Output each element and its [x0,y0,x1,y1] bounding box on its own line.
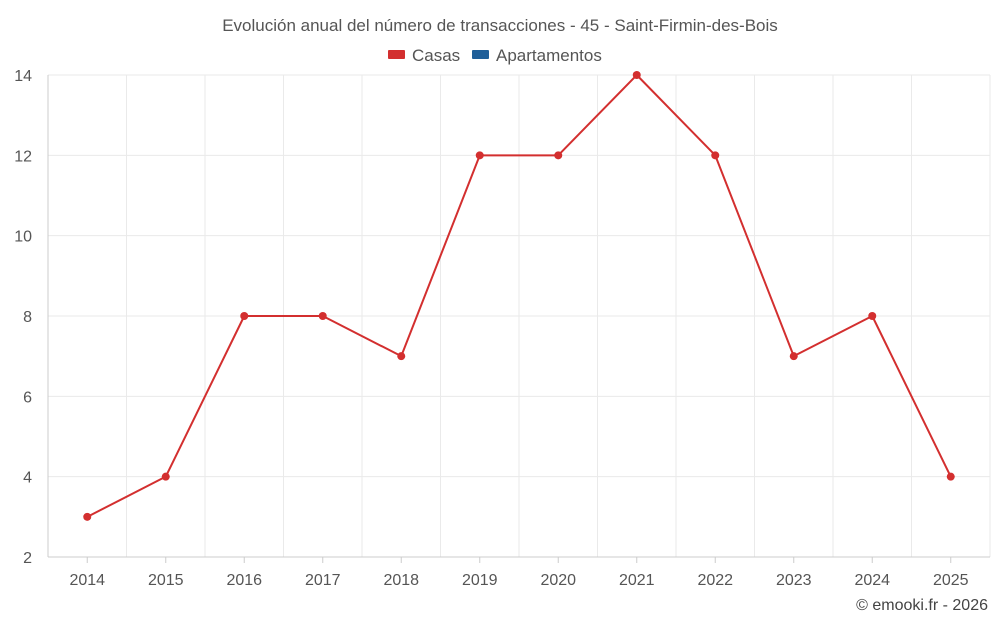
x-tick-label: 2018 [383,572,419,589]
x-tick-label: 2021 [619,572,655,589]
x-tick-label: 2024 [854,572,890,589]
y-tick-label: 12 [14,148,32,165]
data-point-casas[interactable] [83,512,92,521]
series-casas [83,71,955,521]
data-point-casas[interactable] [161,472,170,481]
data-point-casas[interactable] [475,151,484,160]
data-point-casas[interactable] [789,352,798,361]
x-tick-label: 2014 [69,572,105,589]
x-tick-label: 2019 [462,572,498,589]
y-tick-label: 4 [23,470,32,487]
data-point-casas[interactable] [946,472,955,481]
legend-label-casas: Casas [412,46,460,65]
y-tick-label: 8 [23,309,32,326]
data-point-casas[interactable] [711,151,720,160]
legend-swatch-apartamentos [472,50,489,59]
x-tick-label: 2025 [933,572,969,589]
legend-item-casas[interactable]: Casas [388,46,460,65]
x-tick-label: 2016 [226,572,262,589]
data-point-casas[interactable] [554,151,563,160]
y-tick-label: 10 [14,229,32,246]
y-tick-label: 6 [23,389,32,406]
legend-swatch-casas [388,50,405,59]
credit-label: © emooki.fr - 2026 [856,597,988,614]
data-point-casas[interactable] [240,312,249,320]
x-tick-label: 2023 [776,572,812,589]
x-tick-label: 2022 [697,572,733,589]
x-tick-label: 2017 [305,572,341,589]
y-tick-label: 2 [23,550,32,567]
x-tick-label: 2020 [540,572,576,589]
data-point-casas[interactable] [318,312,327,320]
data-point-casas[interactable] [632,71,641,79]
grid [48,74,991,557]
legend-label-apartamentos: Apartamentos [496,46,602,65]
x-tick-label: 2015 [148,572,184,589]
chart-title: Evolución anual del número de transaccio… [222,16,778,35]
data-point-casas[interactable] [868,312,877,320]
legend: Casas Apartamentos [388,46,602,65]
legend-item-apartamentos[interactable]: Apartamentos [472,46,602,65]
y-tick-label: 14 [14,68,32,85]
series-line-casas [86,74,952,518]
axes: 2 4 6 8 10 12 14 2014 2015 2016 2017 2018 2019 2020 20… [14,68,990,589]
data-point-casas[interactable] [397,352,406,361]
